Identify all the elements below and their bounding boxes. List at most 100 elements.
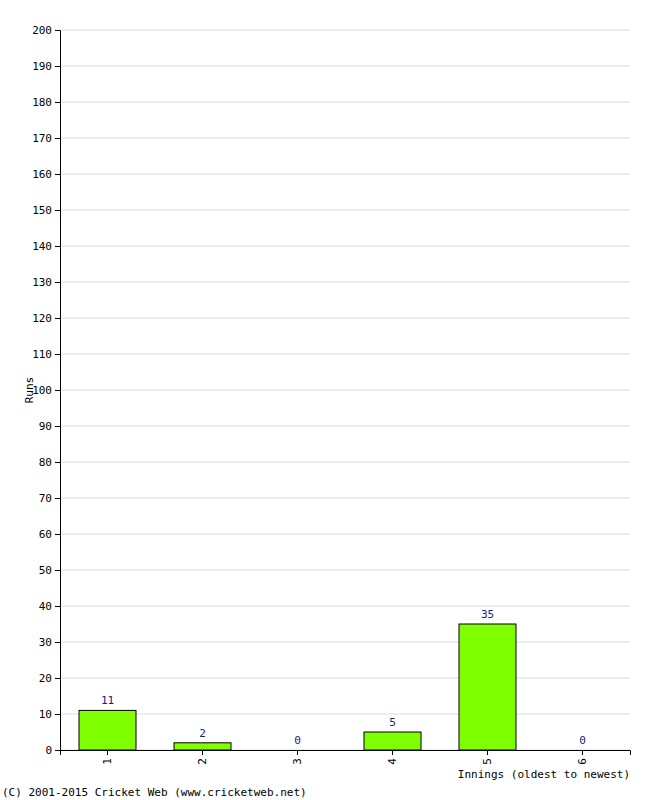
- y-tick-mark: [55, 210, 60, 211]
- x-tick: 4: [386, 750, 399, 765]
- x-tick-label: 5: [481, 758, 494, 765]
- grid-line: [60, 354, 630, 355]
- y-tick-label: 40: [39, 600, 52, 613]
- x-tick-label: 3: [291, 758, 304, 765]
- x-tick-mark: [582, 750, 583, 755]
- x-tick-label: 6: [576, 758, 589, 765]
- y-tick-label: 130: [32, 276, 52, 289]
- grid-line: [60, 642, 630, 643]
- x-tick-mark: [487, 750, 488, 755]
- y-tick-label: 170: [32, 132, 52, 145]
- y-tick-label: 30: [39, 636, 52, 649]
- data-label: 2: [199, 727, 206, 740]
- x-axis-line: [61, 751, 631, 756]
- y-tick: 110: [32, 348, 60, 361]
- y-tick-label: 90: [39, 420, 52, 433]
- x-tick: 3: [291, 750, 304, 765]
- y-tick-label: 110: [32, 348, 52, 361]
- y-tick-mark: [55, 750, 60, 751]
- y-tick: 30: [39, 636, 60, 649]
- y-tick-mark: [55, 462, 60, 463]
- annotation: (C) 2001-2015 Cricket Web (www.cricketwe…: [2, 786, 307, 799]
- x-tick-label: 2: [196, 758, 209, 765]
- data-label: 11: [101, 694, 114, 707]
- x-tick-mark: [202, 750, 203, 755]
- y-tick-label: 70: [39, 492, 52, 505]
- y-axis: 0102030405060708090100110120130140150160…: [32, 24, 60, 757]
- y-tick-mark: [55, 534, 60, 535]
- grid-line: [60, 534, 630, 535]
- y-tick: 80: [39, 456, 60, 469]
- bars: [79, 624, 516, 750]
- grid-line: [60, 102, 630, 103]
- y-tick-label: 160: [32, 168, 52, 181]
- y-tick-mark: [55, 354, 60, 355]
- grid-line: [60, 282, 630, 283]
- grid-line: [60, 30, 630, 31]
- y-tick: 190: [32, 60, 60, 73]
- y-tick-mark: [55, 174, 60, 175]
- y-tick-mark: [55, 102, 60, 103]
- data-label: 0: [579, 734, 586, 747]
- grid-line: [60, 390, 630, 391]
- y-tick-mark: [55, 570, 60, 571]
- y-tick-mark: [55, 246, 60, 247]
- y-tick: 0: [45, 744, 60, 757]
- y-tick-mark: [55, 606, 60, 607]
- y-tick: 170: [32, 132, 60, 145]
- bar: [459, 624, 516, 750]
- y-tick-mark: [55, 138, 60, 139]
- grid-line: [60, 66, 630, 67]
- x-tick: 2: [196, 750, 209, 765]
- data-label: 0: [294, 734, 301, 747]
- plot: 1120535001020304050607080901001101201301…: [32, 24, 630, 765]
- y-tick-mark: [55, 678, 60, 679]
- y-tick: 150: [32, 204, 60, 217]
- y-tick-label: 10: [39, 708, 52, 721]
- y-tick-mark: [55, 498, 60, 499]
- chart: 1120535001020304050607080901001101201301…: [0, 0, 650, 800]
- grid-line: [60, 714, 630, 715]
- x-tick: 5: [481, 750, 494, 765]
- bar: [554, 750, 611, 751]
- data-label: 35: [481, 608, 494, 621]
- grid-line: [60, 210, 630, 211]
- bar: [269, 750, 326, 751]
- y-tick-mark: [55, 318, 60, 319]
- grid-line: [60, 246, 630, 247]
- y-tick-mark: [55, 390, 60, 391]
- y-tick: 140: [32, 240, 60, 253]
- grid-line: [60, 318, 630, 319]
- y-tick: 90: [39, 420, 60, 433]
- grid-line: [60, 606, 630, 607]
- y-tick-label: 20: [39, 672, 52, 685]
- x-tick-label: 4: [386, 758, 399, 765]
- grid-line: [60, 498, 630, 499]
- y-tick: 70: [39, 492, 60, 505]
- y-tick: 180: [32, 96, 60, 109]
- bar: [174, 743, 231, 750]
- x-axis-title: Innings (oldest to newest): [458, 768, 630, 781]
- x-tick: 6: [576, 750, 589, 765]
- y-tick-mark: [55, 642, 60, 643]
- y-tick-label: 150: [32, 204, 52, 217]
- y-tick-label: 190: [32, 60, 52, 73]
- y-tick-label: 120: [32, 312, 52, 325]
- y-axis-title: Runs: [23, 377, 36, 404]
- y-tick: 200: [32, 24, 60, 37]
- y-tick-label: 80: [39, 456, 52, 469]
- y-axis-line: [55, 31, 61, 751]
- y-tick-mark: [55, 714, 60, 715]
- x-tick-mark: [297, 750, 298, 755]
- y-tick-label: 60: [39, 528, 52, 541]
- y-tick-mark: [55, 30, 60, 31]
- y-tick: 160: [32, 168, 60, 181]
- y-tick-label: 0: [45, 744, 52, 757]
- data-labels: 11205350: [101, 608, 586, 747]
- x-tick-label: 1: [101, 758, 114, 765]
- y-tick: 60: [39, 528, 60, 541]
- grid-line: [60, 570, 630, 571]
- y-tick-label: 50: [39, 564, 52, 577]
- x-axis: 1 2 3 4 5 6: [61, 750, 631, 765]
- y-tick: 120: [32, 312, 60, 325]
